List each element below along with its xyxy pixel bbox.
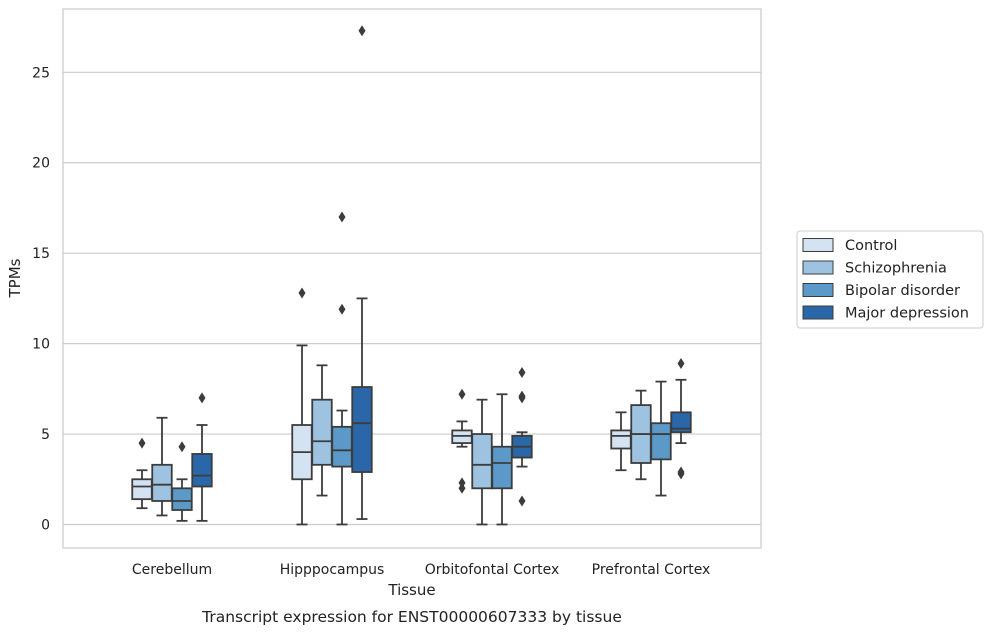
x-axis-label: Tissue: [387, 581, 435, 599]
outlier-point: [358, 25, 366, 37]
y-tick-label: 10: [32, 337, 50, 353]
box: [610, 411, 632, 472]
box-body: [331, 425, 353, 468]
outlier-point: [458, 388, 466, 400]
legend-label: Major depression: [845, 306, 969, 322]
series-0: [131, 287, 632, 526]
box-body: [650, 422, 672, 461]
legend-swatch: [802, 283, 834, 297]
series-1: [151, 364, 652, 526]
outlier-point: [178, 441, 186, 453]
box-body: [471, 433, 493, 490]
box-body: [670, 411, 692, 434]
box: [131, 437, 153, 510]
box-body: [451, 429, 473, 444]
chart-caption: Transcript expression for ENST0000060733…: [201, 608, 622, 626]
legend-swatch: [802, 260, 834, 275]
series-3: [191, 25, 692, 522]
box: [311, 364, 333, 497]
y-tick-labels: 0 5 10 15 20 25: [32, 65, 50, 533]
box: [331, 211, 353, 526]
legend-frame: [796, 230, 984, 329]
box: [451, 388, 473, 494]
x-tick-label: Hipppocampus: [280, 562, 385, 578]
outlier-point: [338, 303, 346, 315]
box-body: [171, 487, 193, 511]
y-tick-label: 20: [32, 156, 50, 172]
outlier-point: [338, 211, 346, 223]
box: [630, 389, 652, 481]
outlier-point: [677, 468, 685, 480]
series-2: [171, 211, 672, 526]
box-body: [311, 398, 333, 466]
x-tick-label: Cerebellum: [132, 562, 212, 578]
legend-swatch: [802, 305, 834, 320]
box: [171, 441, 193, 522]
box-body: [491, 445, 513, 490]
box: [650, 380, 672, 497]
box-body: [131, 478, 153, 501]
outlier-point: [458, 482, 466, 494]
legend-label: Bipolar disorder: [845, 283, 960, 299]
box: [471, 398, 493, 526]
box-body: [191, 453, 213, 488]
outlier-point: [518, 367, 526, 379]
outlier-point: [518, 495, 526, 507]
box: [670, 358, 692, 480]
y-axis-label: TPMs: [6, 258, 24, 298]
box: [491, 393, 513, 526]
box: [191, 392, 213, 522]
outlier-point: [298, 287, 306, 299]
x-tick-label: Orbitofontal Cortex: [425, 562, 560, 578]
y-tick-label: 25: [32, 65, 50, 81]
outlier-point: [518, 392, 526, 404]
box: [151, 416, 173, 517]
box: [511, 367, 533, 507]
outlier-point: [198, 392, 206, 404]
plot-frame: [62, 8, 762, 549]
legend-label: Control: [845, 238, 897, 254]
outlier-point: [138, 437, 146, 449]
box-body: [151, 463, 173, 502]
box: [291, 287, 313, 526]
x-tick-label: Prefrontal Cortex: [592, 562, 711, 578]
y-tick-label: 15: [32, 246, 50, 262]
y-tick-label: 5: [41, 427, 50, 443]
outlier-point: [677, 358, 685, 370]
legend-label: Schizophrenia: [845, 261, 947, 277]
legend-swatch: [802, 238, 834, 252]
gridlines: [63, 71, 761, 526]
y-tick-label: 0: [41, 517, 50, 533]
box: [351, 25, 373, 520]
box-body: [610, 429, 632, 450]
x-tick-labels: Cerebellum Hipppocampus Orbitofontal Corte…: [132, 562, 710, 578]
legend: Control Schizophrenia Bipolar disorder Majo…: [796, 230, 984, 329]
box-series: [131, 25, 692, 526]
box-body: [351, 386, 373, 473]
